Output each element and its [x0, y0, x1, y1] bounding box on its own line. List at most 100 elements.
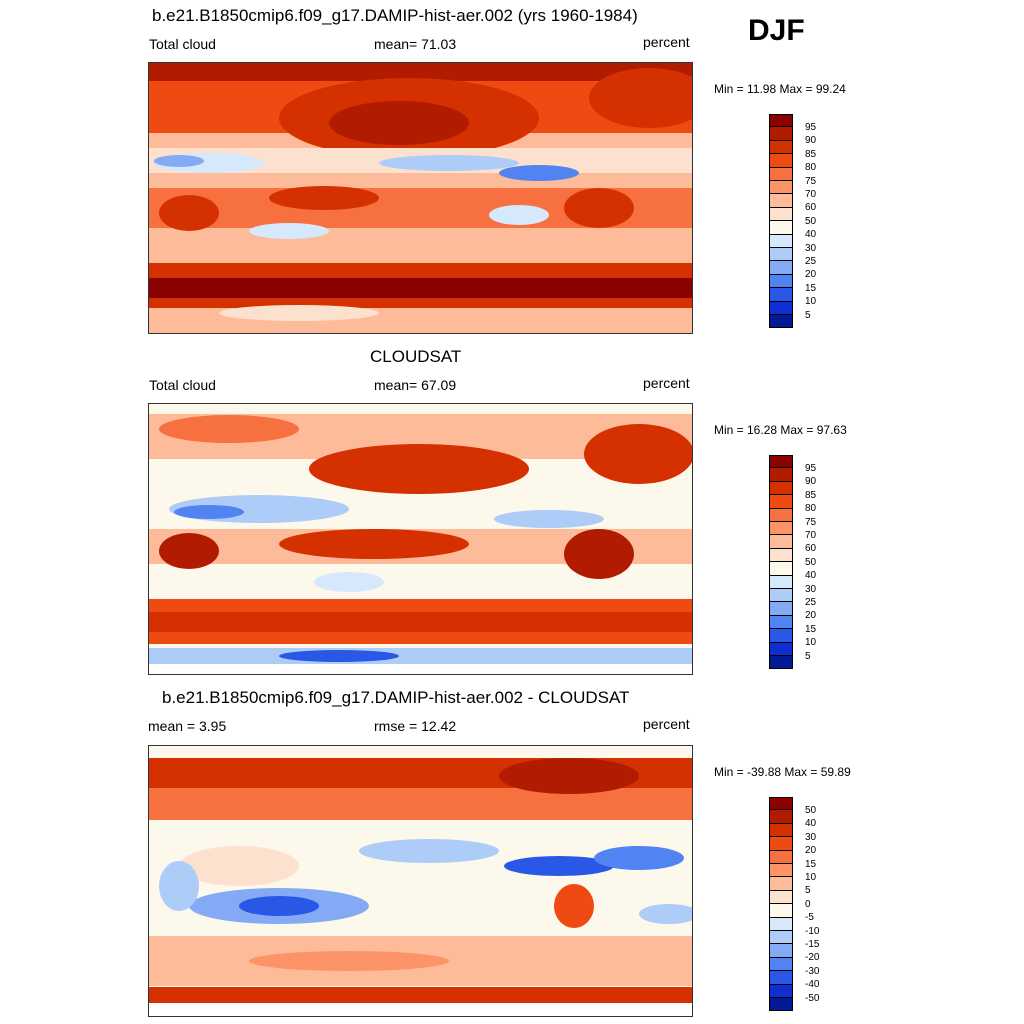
colorbar-swatch: [769, 575, 793, 589]
panel-3-map: [148, 745, 693, 1017]
panel-1-title: b.e21.B1850cmip6.f09_g17.DAMIP-hist-aer.…: [152, 6, 638, 25]
colorbar-tick-label: 10: [805, 872, 817, 883]
colorbar-swatch: [769, 221, 793, 235]
season-label: DJF: [748, 14, 805, 47]
panel-3-mean-label: mean = 3.95: [148, 718, 227, 734]
panel-1-units-label: percent: [643, 34, 690, 50]
colorbar-swatch: [769, 495, 793, 509]
colorbar-tick-label: 75: [805, 516, 817, 528]
panel-3-rmse-label: rmse = 12.42: [374, 718, 457, 734]
colorbar-tick-label: 30: [805, 242, 817, 254]
colorbar-swatch: [769, 140, 793, 155]
colorbar-swatch: [769, 127, 793, 141]
colorbar-tick-label: 25: [805, 597, 817, 608]
colorbar-tick-label: 95: [805, 463, 817, 474]
colorbar-swatch: [769, 917, 793, 931]
colorbar-tick-label: 85: [805, 148, 817, 160]
colorbar-tick-label: 0: [805, 898, 811, 910]
colorbar-tick-label: 50: [805, 215, 817, 227]
colorbar-tick-label: 25: [805, 256, 817, 267]
colorbar-tick-label: 60: [805, 202, 817, 214]
colorbar-swatch: [769, 810, 793, 824]
colorbar-tick-label: -5: [805, 912, 814, 924]
colorbar-swatch: [769, 315, 793, 329]
colorbar-swatch: [769, 971, 793, 985]
colorbar-swatch: [769, 642, 793, 656]
colorbar-swatch: [769, 288, 793, 302]
colorbar-tick-label: 40: [805, 570, 817, 582]
colorbar-swatch: [769, 864, 793, 878]
colorbar-swatch: [769, 850, 793, 864]
colorbar-tick-label: 20: [805, 269, 817, 281]
colorbar-tick-label: 15: [805, 858, 817, 870]
colorbar-tick-label: 5: [805, 885, 811, 897]
colorbar-swatch: [769, 261, 793, 275]
colorbar-swatch: [769, 194, 793, 208]
colorbar-tick-label: 70: [805, 189, 817, 200]
colorbar-tick-label: 40: [805, 229, 817, 241]
colorbar-swatch: [769, 248, 793, 262]
colorbar-tick-label: 60: [805, 543, 817, 555]
colorbar-swatch: [769, 944, 793, 958]
colorbar-tick-label: 50: [805, 805, 817, 816]
colorbar-swatch: [769, 957, 793, 972]
panel-2-minmax: Min = 16.28 Max = 97.63: [714, 423, 847, 437]
colorbar-swatch: [769, 522, 793, 536]
colorbar-tick-label: 90: [805, 135, 817, 147]
colorbar-swatch: [769, 615, 793, 630]
colorbar-swatch: [769, 629, 793, 643]
colorbar-tick-label: 30: [805, 831, 817, 843]
colorbar-swatch: [769, 481, 793, 496]
panel-3-units-label: percent: [643, 716, 690, 732]
colorbar-swatch: [769, 468, 793, 482]
colorbar-swatch: [769, 548, 793, 563]
colorbar-tick-label: 15: [805, 623, 817, 635]
panel-2-map: [148, 403, 693, 675]
colorbar-swatch: [769, 207, 793, 222]
colorbar-swatch: [769, 301, 793, 315]
colorbar-swatch: [769, 797, 793, 811]
panel-1-minmax: Min = 11.98 Max = 99.24: [714, 82, 846, 96]
panel-2-units-label: percent: [643, 375, 690, 391]
colorbar-swatch: [769, 877, 793, 891]
colorbar-tick-label: 75: [805, 175, 817, 187]
colorbar-tick-label: 10: [805, 296, 817, 308]
colorbar-swatch: [769, 602, 793, 616]
colorbar-tick-label: 20: [805, 845, 817, 857]
colorbar-tick-label: 30: [805, 583, 817, 595]
colorbar-swatch: [769, 535, 793, 549]
colorbar-tick-label: -50: [805, 992, 820, 1004]
colorbar-swatch: [769, 167, 793, 181]
panel-2-title: CLOUDSAT: [370, 347, 462, 366]
panel-1-mean-label: mean= 71.03: [374, 36, 457, 52]
colorbar-swatch: [769, 562, 793, 576]
colorbar-swatch: [769, 984, 793, 998]
colorbar-swatch: [769, 154, 793, 168]
colorbar-tick-label: 50: [805, 556, 817, 568]
panel-3-title: b.e21.B1850cmip6.f09_g17.DAMIP-hist-aer.…: [162, 688, 630, 707]
colorbar-swatch: [769, 837, 793, 851]
colorbar-tick-label: -40: [805, 979, 820, 991]
colorbar-swatch: [769, 904, 793, 918]
colorbar-swatch: [769, 274, 793, 289]
colorbar-tick-label: 40: [805, 818, 817, 830]
colorbar-tick-label: -20: [805, 952, 820, 964]
colorbar-swatch: [769, 823, 793, 838]
colorbar-tick-label: 20: [805, 610, 817, 622]
colorbar-swatch: [769, 181, 793, 195]
colorbar-tick-label: 10: [805, 637, 817, 649]
panel-3-minmax: Min = -39.88 Max = 59.89: [714, 765, 851, 779]
colorbar-tick-label: 70: [805, 530, 817, 541]
colorbar-tick-label: 80: [805, 503, 817, 515]
colorbar-swatch: [769, 998, 793, 1012]
panel-1-variable-label: Total cloud: [149, 36, 216, 52]
colorbar-tick-label: -15: [805, 939, 820, 950]
colorbar-tick-label: -30: [805, 965, 820, 977]
panel-2-mean-label: mean= 67.09: [374, 377, 457, 393]
colorbar-swatch: [769, 931, 793, 945]
panel-1-map: [148, 62, 693, 334]
colorbar-tick-label: 85: [805, 489, 817, 501]
colorbar-swatch: [769, 589, 793, 603]
colorbar-tick-label: 80: [805, 162, 817, 174]
colorbar-tick-label: 5: [805, 650, 811, 662]
